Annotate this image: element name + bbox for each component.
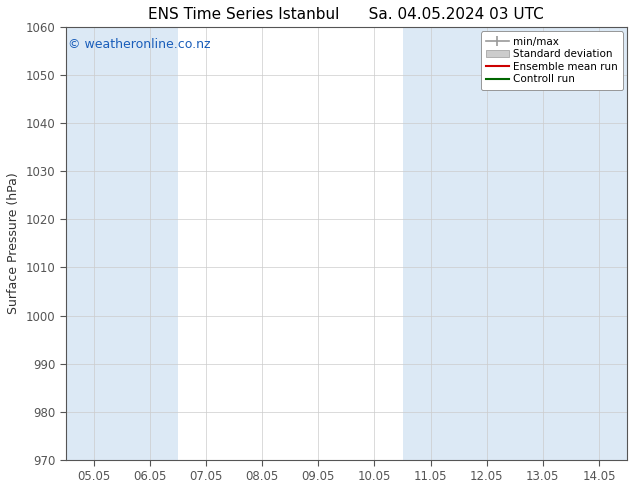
- Y-axis label: Surface Pressure (hPa): Surface Pressure (hPa): [7, 172, 20, 314]
- Bar: [66, 27, 122, 460]
- Bar: [571, 27, 627, 460]
- Bar: [458, 27, 515, 460]
- Legend: min/max, Standard deviation, Ensemble mean run, Controll run: min/max, Standard deviation, Ensemble me…: [481, 31, 623, 90]
- Bar: [122, 27, 178, 460]
- Text: © weatheronline.co.nz: © weatheronline.co.nz: [68, 38, 211, 51]
- Title: ENS Time Series Istanbul      Sa. 04.05.2024 03 UTC: ENS Time Series Istanbul Sa. 04.05.2024 …: [148, 7, 544, 22]
- Bar: [403, 27, 458, 460]
- Bar: [515, 27, 571, 460]
